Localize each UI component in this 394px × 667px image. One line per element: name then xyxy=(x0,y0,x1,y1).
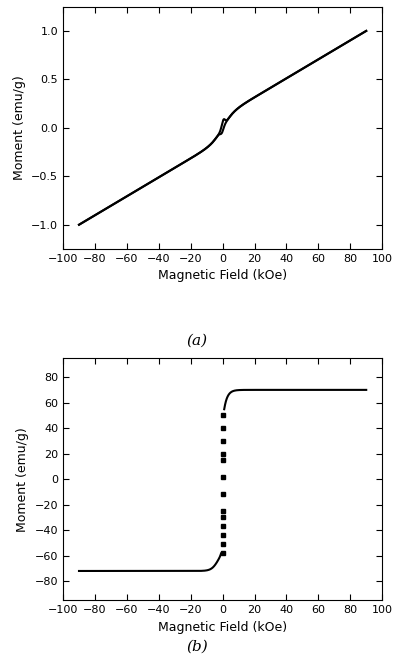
Text: (b): (b) xyxy=(186,640,208,654)
Text: (a): (a) xyxy=(186,334,208,348)
X-axis label: Magnetic Field (kOe): Magnetic Field (kOe) xyxy=(158,269,287,282)
Y-axis label: Moment (emu/g): Moment (emu/g) xyxy=(13,75,26,180)
X-axis label: Magnetic Field (kOe): Magnetic Field (kOe) xyxy=(158,621,287,634)
Y-axis label: Moment (emu/g): Moment (emu/g) xyxy=(16,427,29,532)
